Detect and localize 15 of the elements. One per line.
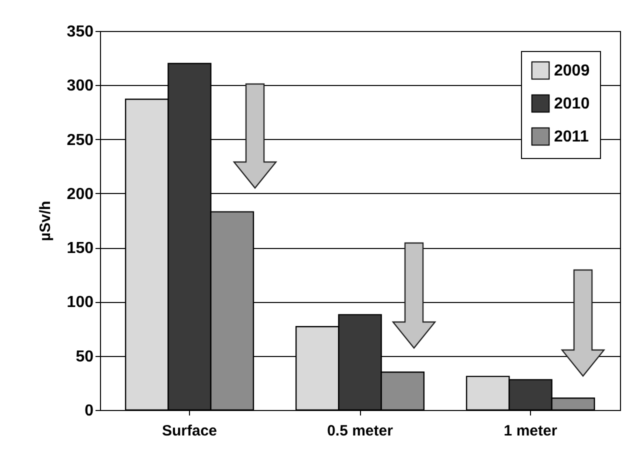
legend-label: 2010 bbox=[554, 96, 590, 112]
y-tick-label: 350 bbox=[66, 24, 94, 40]
legend-label: 2011 bbox=[554, 128, 589, 146]
legend-label: 2009 bbox=[554, 62, 590, 80]
x-tick-label: 0.5 meter bbox=[327, 422, 394, 440]
y-tick-label: 150 bbox=[66, 240, 94, 258]
y-tick-label: 250 bbox=[66, 132, 94, 149]
x-tick-label: Surface bbox=[162, 422, 218, 440]
y-tick-label: 300 bbox=[66, 78, 94, 95]
y-axis-title: µSv/h bbox=[36, 200, 54, 242]
y-tick-label: 100 bbox=[66, 294, 94, 312]
y-tick-label: 200 bbox=[66, 186, 94, 203]
y-tick-label: 50 bbox=[76, 348, 94, 366]
x-tick-label: 1 meter bbox=[504, 422, 558, 440]
y-tick-label: 0 bbox=[84, 402, 94, 420]
